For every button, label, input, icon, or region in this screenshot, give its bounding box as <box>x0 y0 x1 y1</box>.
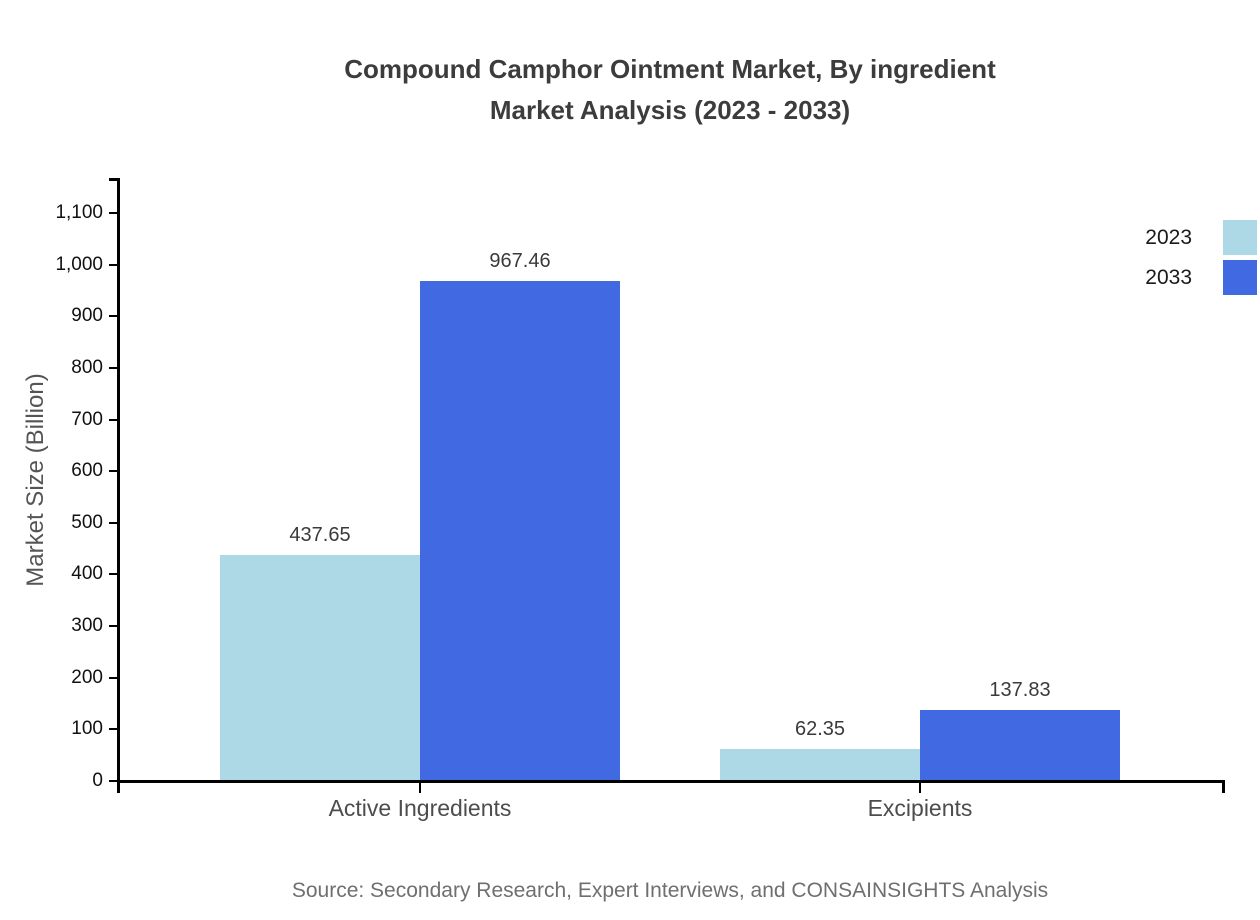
y-tick <box>109 315 117 318</box>
y-tick <box>109 418 117 421</box>
x-axis-line <box>117 780 1225 783</box>
category-label-active-ingredients: Active Ingredients <box>328 795 512 821</box>
y-axis-top-cap <box>109 178 120 181</box>
y-tick <box>109 470 117 473</box>
source-note: Source: Secondary Research, Expert Inter… <box>291 879 1049 902</box>
y-tick-label: 400 <box>71 563 103 585</box>
y-tick <box>109 676 117 679</box>
value-label-2033-active-ingredients: 967.46 <box>489 250 551 273</box>
legend-swatch-2033 <box>1223 260 1257 295</box>
value-label-2023-active-ingredients: 437.65 <box>289 524 351 546</box>
category-label-excipients: Excipients <box>867 795 973 821</box>
y-tick-label: 700 <box>71 408 103 430</box>
y-axis-line <box>117 178 120 793</box>
x-tick <box>419 780 421 793</box>
chart-title-line2: Market Analysis (2023 - 2033) <box>489 95 851 125</box>
legend-label-2023: 2023 <box>1145 226 1192 249</box>
y-tick-label: 1,100 <box>55 202 103 223</box>
chart-title: Compound Camphor Ointment Market, By ing… <box>80 49 1260 131</box>
legend-label-2033: 2033 <box>1145 266 1192 289</box>
x-axis-right-cap <box>1222 780 1225 793</box>
y-tick <box>109 625 117 628</box>
bar-2033-excipients <box>920 709 1120 781</box>
y-tick <box>109 263 117 266</box>
y-tick <box>109 366 117 369</box>
y-tick-label: 200 <box>71 666 103 688</box>
y-tick <box>109 573 117 576</box>
y-tick <box>109 521 117 524</box>
y-tick <box>109 212 117 214</box>
y-tick-label: 800 <box>71 356 103 378</box>
y-tick-label: 500 <box>71 511 103 533</box>
y-tick-label: 600 <box>71 460 103 482</box>
y-tick <box>109 780 117 782</box>
legend-swatch-2023 <box>1223 220 1257 255</box>
bar-2023-excipients <box>720 748 920 781</box>
bar-2033-active-ingredients <box>420 281 620 781</box>
y-tick <box>109 728 117 731</box>
x-tick <box>919 780 921 793</box>
y-tick-label: 100 <box>71 718 103 740</box>
chart-title-line1: Compound Camphor Ointment Market, By ing… <box>344 54 996 84</box>
bar-2023-active-ingredients <box>220 555 420 781</box>
y-tick-label: 1,000 <box>55 253 103 275</box>
value-label-2033-excipients: 137.83 <box>989 678 1051 701</box>
y-tick-label: 300 <box>71 615 103 637</box>
y-tick-label: 0 <box>92 770 103 791</box>
value-label-2023-excipients: 62.35 <box>794 717 846 740</box>
y-tick-label: 900 <box>71 305 103 327</box>
